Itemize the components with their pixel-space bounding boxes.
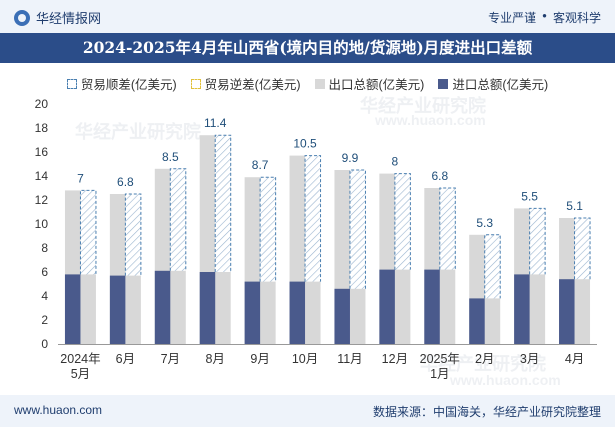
surplus-value-label: 6.8 <box>431 169 448 183</box>
y-tick-label: 0 <box>41 337 48 351</box>
import-bar <box>559 279 575 344</box>
import-bar <box>199 272 216 344</box>
footer-source: 数据来源：中国海关，华经产业研究院整理 <box>372 405 601 419</box>
surplus-value-label: 10.5 <box>293 137 317 151</box>
x-tick-label: 2025年 <box>420 352 460 366</box>
legend-label-deficit: 贸易逆差(亿美元) <box>204 78 301 92</box>
y-tick-label: 18 <box>35 121 49 135</box>
import-bar <box>334 288 350 344</box>
surplus-bar <box>79 189 97 275</box>
surplus-bar <box>304 155 322 282</box>
surplus-value-label: 9.9 <box>342 151 359 165</box>
x-tick-label: 1月 <box>430 367 449 381</box>
surplus-bar <box>484 234 501 299</box>
import-bar <box>469 298 485 344</box>
y-tick-label: 12 <box>35 193 49 207</box>
x-tick-label: 8月 <box>205 352 224 366</box>
x-tick-label: 2月 <box>475 352 494 366</box>
surplus-value-label: 5.5 <box>521 189 538 203</box>
import-bar <box>514 274 530 344</box>
legend-item-deficit[interactable]: 贸易逆差(亿美元) <box>190 74 301 93</box>
x-tick-label: 11月 <box>337 352 362 366</box>
surplus-bar-hatch <box>125 194 141 276</box>
surplus-bar-hatch <box>305 155 321 282</box>
surplus-bar <box>439 187 456 270</box>
x-tick-label: 2024年 <box>60 352 100 366</box>
legend-label-import: 进口总额(亿美元) <box>452 78 549 92</box>
brand-name: 华经情报网 <box>36 11 102 26</box>
import-bar <box>424 269 440 344</box>
y-tick-label: 10 <box>35 217 49 231</box>
legend: 贸易顺差(亿美元) 贸易逆差(亿美元) 出口总额(亿美元) 进口总额(亿美元) <box>0 74 615 93</box>
surplus-bar-hatch <box>80 190 96 275</box>
tag-professional: 专业严谨 <box>488 11 537 25</box>
top-bar: 华经情报网 专业严谨 ● 客观科学 <box>0 0 615 33</box>
tag-dot: ● <box>542 11 547 20</box>
header-tags: 专业严谨 ● 客观科学 <box>488 9 601 26</box>
surplus-value-label: 8.7 <box>252 158 269 172</box>
chart-area: 7 6.8 8.5 11.4 8.7 10.5 9.9 8 6.8 5.3 5.5 5.1 0 2 4 6 8… <box>35 97 597 381</box>
surplus-value-label: 7 <box>77 171 84 185</box>
surplus-value-label: 5.3 <box>476 216 493 230</box>
surplus-bar-hatch <box>260 177 276 282</box>
y-tick-label: 20 <box>35 97 49 111</box>
surplus-value-label: 8.5 <box>162 150 179 164</box>
surplus-bar-hatch <box>529 208 546 275</box>
y-tick-label: 2 <box>41 313 48 327</box>
import-bar <box>64 274 81 344</box>
surplus-bar-hatch <box>394 173 411 270</box>
surplus-bar-hatch <box>574 218 591 280</box>
import-bar <box>244 281 261 344</box>
legend-swatch-export <box>314 78 325 89</box>
x-tick-label: 12月 <box>382 352 408 366</box>
x-tick-label: 5月 <box>71 367 90 381</box>
legend-item-import[interactable]: 进口总额(亿美元) <box>438 74 548 93</box>
legend-item-export[interactable]: 出口总额(亿美元) <box>314 74 425 93</box>
legend-label-export: 出口总额(亿美元) <box>328 78 425 92</box>
x-tick-label: 4月 <box>565 352 584 366</box>
surplus-value-label: 6.8 <box>117 175 134 189</box>
legend-swatch-surplus <box>66 78 77 89</box>
surplus-bar-hatch <box>215 135 231 272</box>
y-tick-label: 16 <box>35 145 49 159</box>
footer: www.huaon.com 数据来源：中国海关，华经产业研究院整理 <box>0 395 615 427</box>
x-tick-label: 6月 <box>116 352 135 366</box>
surplus-bar <box>574 217 591 280</box>
surplus-bar <box>394 173 411 270</box>
brand-logo-icon <box>14 9 30 26</box>
legend-label-surplus: 贸易顺差(亿美元) <box>80 78 177 92</box>
surplus-bar <box>259 176 277 282</box>
import-bar <box>109 275 126 344</box>
chart-title: 2024-2025年4月年山西省(境内目的地/货源地)月度进出口差额 <box>0 33 615 63</box>
x-tick-label: 10月 <box>292 352 318 366</box>
y-tick-label: 4 <box>41 289 48 303</box>
surplus-bar <box>214 134 232 272</box>
surplus-bar-hatch <box>349 170 366 289</box>
y-tick-label: 8 <box>41 241 48 255</box>
surplus-value-label: 8 <box>392 155 399 169</box>
surplus-bar-hatch <box>170 168 186 271</box>
x-tick-label: 9月 <box>250 352 269 366</box>
footer-website-link[interactable]: www.huaon.com <box>14 403 103 417</box>
brand[interactable]: 华经情报网 <box>14 8 101 27</box>
surplus-value-label: 11.4 <box>204 116 227 130</box>
surplus-bar-hatch <box>439 188 456 270</box>
x-tick-label: 7月 <box>161 352 180 366</box>
surplus-bar <box>169 168 187 271</box>
legend-swatch-deficit <box>190 78 201 89</box>
surplus-bar-hatch <box>484 234 501 299</box>
import-bar <box>379 269 395 344</box>
surplus-bar <box>349 169 366 289</box>
surplus-bar <box>529 207 546 275</box>
x-tick-label: 3月 <box>520 352 539 366</box>
surplus-bar <box>124 193 142 276</box>
y-tick-label: 14 <box>35 169 49 183</box>
tag-objective: 客观科学 <box>552 11 601 25</box>
y-tick-label: 6 <box>41 265 48 279</box>
legend-swatch-import <box>438 78 449 89</box>
import-bar <box>154 270 171 344</box>
legend-item-surplus[interactable]: 贸易顺差(亿美元) <box>66 74 177 93</box>
surplus-value-label: 5.1 <box>566 199 583 213</box>
import-bar <box>289 281 306 344</box>
